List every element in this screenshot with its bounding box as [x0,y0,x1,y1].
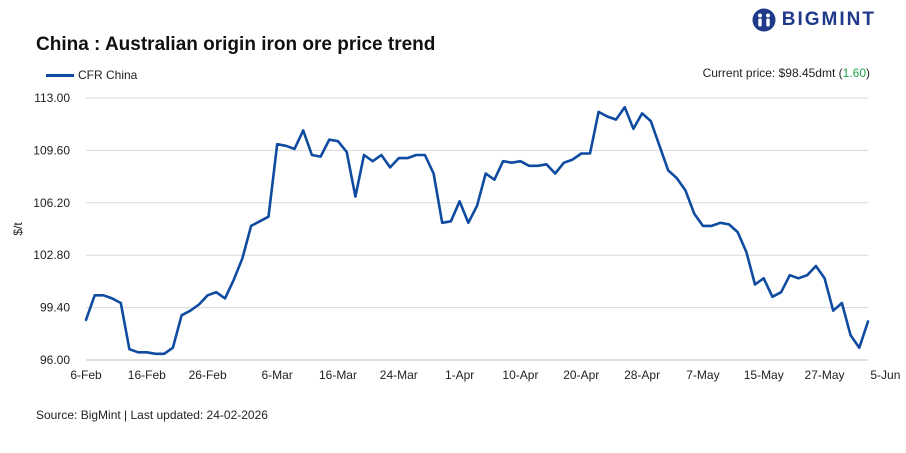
y-tick-label: 102.80 [33,248,70,262]
x-tick-label: 15-May [744,368,784,382]
source-note: Source: BigMint | Last updated: 24-02-20… [36,408,268,422]
current-price: Current price: $98.45dmt (1.60) [703,66,870,80]
current-price-change: 1.60 [842,66,866,80]
chart-legend: CFR China [46,68,137,82]
x-tick-label: 16-Feb [128,368,166,382]
legend-swatch [46,73,74,77]
x-axis: 6-Feb 16-Feb 26-Feb 6-Mar 16-Mar 24-Mar 1-Apr 1… [70,368,900,382]
x-tick-label: 20-Apr [563,368,599,382]
x-tick-label: 16-Mar [319,368,357,382]
x-tick-label: 24-Mar [380,368,418,382]
series-line-cfr-china [84,105,870,356]
x-tick-label: 6-Feb [70,368,102,382]
x-tick-label: 10-Apr [502,368,538,382]
y-axis: 96.00 99.40 102.80 106.20 109.60 113.00 [33,91,70,367]
x-tick-label: 6-Mar [261,368,292,382]
legend-label: CFR China [78,68,138,82]
brand-name: BIGMINT [781,9,876,30]
current-price-prefix: Current price: $98.45dmt ( [702,66,843,80]
x-tick-label: 1-Apr [445,368,474,382]
y-tick-label: 99.40 [40,301,70,315]
y-tick-label: 106.20 [33,196,70,210]
x-tick-label: 27-May [805,368,845,382]
y-axis-label: $/t [11,222,25,236]
people-logo-icon [752,8,776,32]
x-tick-label: 28-Apr [624,368,660,382]
current-price-suffix: ) [866,66,870,80]
y-tick-label: 109.60 [33,143,70,157]
x-tick-label: 26-Feb [189,368,227,382]
x-tick-label: 5-Jun [870,368,900,382]
x-tick-label: 7-May [686,368,719,382]
y-tick-label: 113.00 [34,91,70,105]
y-tick-label: 96.00 [40,353,70,367]
chart-title: China : Australian origin iron ore price… [36,34,436,55]
brand-logo: BIGMINT [752,8,876,32]
